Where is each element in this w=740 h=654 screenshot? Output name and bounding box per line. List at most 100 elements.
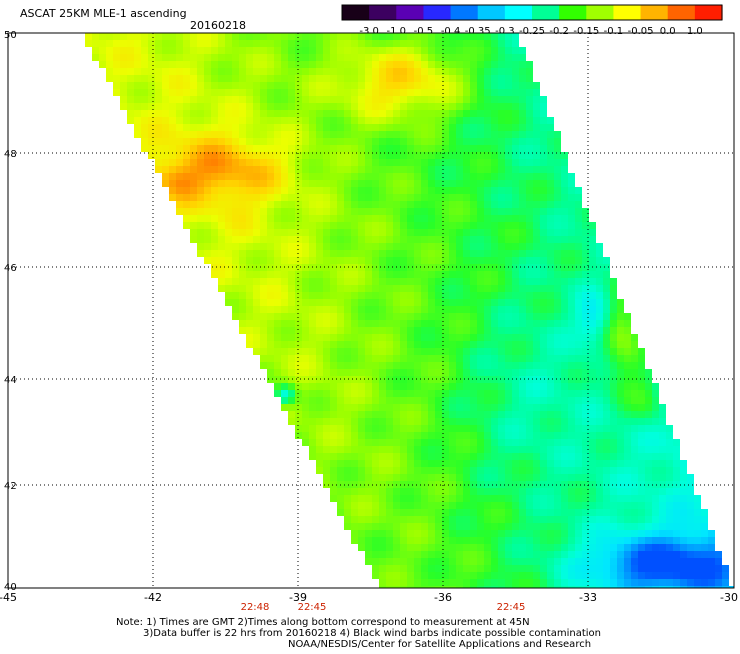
swath-cell (372, 327, 379, 334)
swath-cell (505, 320, 512, 327)
swath-cell (379, 558, 386, 565)
swath-cell (484, 362, 491, 369)
swath-cell (260, 61, 267, 68)
swath-cell (442, 467, 449, 474)
swath-cell (449, 341, 456, 348)
swath-cell (435, 124, 442, 131)
swath-cell (526, 579, 533, 586)
swath-cell (372, 152, 379, 159)
swath-cell (561, 187, 568, 194)
swath-cell (428, 180, 435, 187)
swath-cell (694, 509, 701, 516)
swath-cell (554, 334, 561, 341)
swath-cell (603, 439, 610, 446)
swath-cell (491, 299, 498, 306)
swath-cell (288, 313, 295, 320)
swath-cell (561, 334, 568, 341)
swath-cell (197, 54, 204, 61)
swath-cell (274, 40, 281, 47)
swath-cell (148, 131, 155, 138)
swath-cell (323, 68, 330, 75)
swath-cell (540, 558, 547, 565)
swath-cell (337, 509, 344, 516)
swath-cell (659, 502, 666, 509)
swath-cell (568, 572, 575, 579)
swath-cell (281, 124, 288, 131)
swath-cell (344, 152, 351, 159)
swath-cell (484, 537, 491, 544)
swath-cell (351, 509, 358, 516)
swath-cell (274, 320, 281, 327)
swath-cell (337, 306, 344, 313)
swath-cell (526, 264, 533, 271)
swath-cell (554, 180, 561, 187)
swath-cell (141, 89, 148, 96)
swath-cell (540, 292, 547, 299)
swath-cell (421, 299, 428, 306)
swath-cell (547, 411, 554, 418)
swath-cell (610, 397, 617, 404)
swath-cell (414, 47, 421, 54)
swath-cell (400, 166, 407, 173)
swath-cell (575, 229, 582, 236)
swath-cell (323, 75, 330, 82)
swath-cell (155, 145, 162, 152)
swath-cell (148, 82, 155, 89)
swath-cell (281, 250, 288, 257)
swath-cell (239, 47, 246, 54)
swath-cell (456, 264, 463, 271)
swath-cell (393, 236, 400, 243)
swath-cell (274, 33, 281, 40)
swath-cell (624, 411, 631, 418)
swath-cell (253, 96, 260, 103)
swath-cell (428, 425, 435, 432)
swath-cell (512, 257, 519, 264)
swath-cell (512, 47, 519, 54)
swath-cell (260, 313, 267, 320)
swath-cell (463, 68, 470, 75)
swath-cell (386, 75, 393, 82)
swath-cell (491, 96, 498, 103)
swath-cell (190, 75, 197, 82)
colorbar-label: -3.0 (359, 26, 379, 37)
swath-cell (561, 432, 568, 439)
swath-cell (519, 327, 526, 334)
swath-cell (400, 89, 407, 96)
swath-cell (512, 418, 519, 425)
swath-cell (407, 54, 414, 61)
swath-cell (211, 215, 218, 222)
swath-cell (351, 96, 358, 103)
swath-cell (372, 551, 379, 558)
swath-cell (596, 467, 603, 474)
swath-cell (246, 180, 253, 187)
swath-cell (435, 278, 442, 285)
swath-cell (505, 75, 512, 82)
swath-cell (596, 362, 603, 369)
swath-cell (183, 117, 190, 124)
swath-cell (365, 369, 372, 376)
swath-cell (162, 173, 169, 180)
swath-cell (631, 579, 638, 586)
swath-cell (498, 474, 505, 481)
swath-cell (190, 124, 197, 131)
swath-cell (652, 586, 659, 588)
swath-cell (274, 376, 281, 383)
swath-cell (421, 306, 428, 313)
swath-cell (463, 47, 470, 54)
swath-cell (414, 75, 421, 82)
swath-cell (470, 166, 477, 173)
swath-cell (421, 208, 428, 215)
swath-cell (442, 159, 449, 166)
swath-cell (596, 474, 603, 481)
swath-cell (358, 334, 365, 341)
swath-cell (372, 313, 379, 320)
swath-cell (470, 369, 477, 376)
swath-cell (302, 103, 309, 110)
swath-cell (414, 446, 421, 453)
swath-cell (484, 306, 491, 313)
swath-cell (519, 362, 526, 369)
swath-cell (309, 278, 316, 285)
swath-cell (197, 40, 204, 47)
swath-cell (183, 187, 190, 194)
swath-cell (379, 222, 386, 229)
